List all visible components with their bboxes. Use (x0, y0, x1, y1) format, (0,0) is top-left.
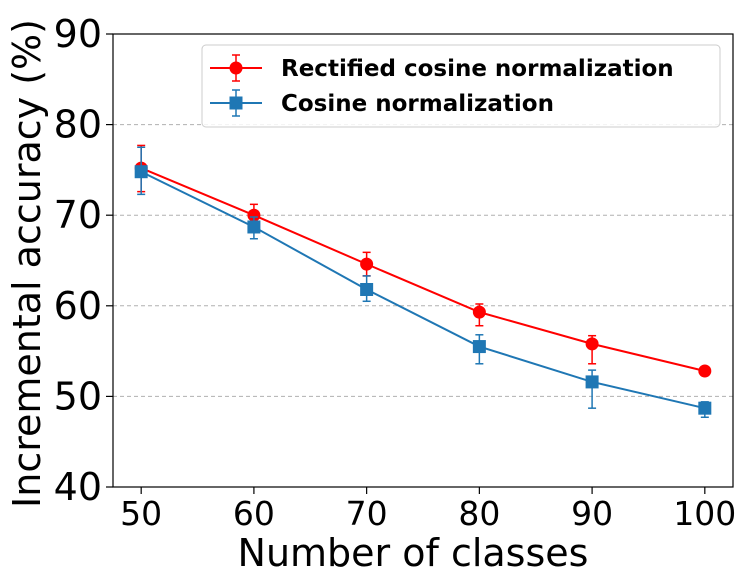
legend-entry-2: Cosine normalization (210, 89, 554, 117)
y-tick-label-70: 70 (54, 193, 102, 237)
y-tick-label-50: 50 (54, 374, 102, 418)
data-point-2-60 (247, 220, 261, 234)
y-tick-label-40: 40 (54, 465, 102, 509)
x-tick-label-100: 100 (673, 494, 736, 533)
x-tick-label-60: 60 (233, 494, 275, 533)
y-axis-title: Incremental accuracy (%) (5, 19, 49, 508)
legend-box (201, 44, 721, 128)
data-point-2-50 (134, 165, 148, 179)
series-line-1 (140, 167, 706, 373)
data-point-1-60 (247, 208, 261, 222)
legend-marker-2 (229, 96, 243, 110)
data-point-2-90 (585, 375, 599, 389)
plot-frame (112, 33, 734, 488)
series-line-2 (140, 170, 706, 410)
x-tick-label-70: 70 (346, 494, 388, 533)
y-tick-label-80: 80 (54, 103, 102, 147)
x-axis-title: Number of classes (238, 531, 589, 575)
data-point-1-100 (698, 364, 712, 378)
axis-ticks: 40 50 60 70 80 90 50 60 70 80 90 100 (54, 12, 737, 533)
legend-label-1: Rectified cosine normalization (281, 56, 674, 82)
y-tick-label-90: 90 (54, 12, 102, 56)
data-point-1-90 (585, 337, 599, 351)
data-point-2-80 (472, 340, 486, 354)
legend-marker-1 (229, 61, 243, 75)
legend: Rectified cosine normalization Cosine nor… (201, 44, 721, 128)
data-point-1-80 (472, 305, 486, 319)
series-layer (134, 144, 712, 418)
y-tick-label-60: 60 (54, 284, 102, 328)
legend-entry-1: Rectified cosine normalization (210, 54, 674, 82)
data-point-2-70 (360, 282, 374, 296)
x-tick-label-90: 90 (571, 494, 613, 533)
x-tick-label-80: 80 (458, 494, 500, 533)
data-point-1-70 (360, 257, 374, 271)
series-2 (134, 146, 712, 418)
legend-entries: Rectified cosine normalization Cosine nor… (210, 54, 674, 117)
data-point-2-100 (698, 401, 712, 415)
x-tick-label-50: 50 (120, 494, 162, 533)
legend-label-2: Cosine normalization (281, 91, 554, 117)
